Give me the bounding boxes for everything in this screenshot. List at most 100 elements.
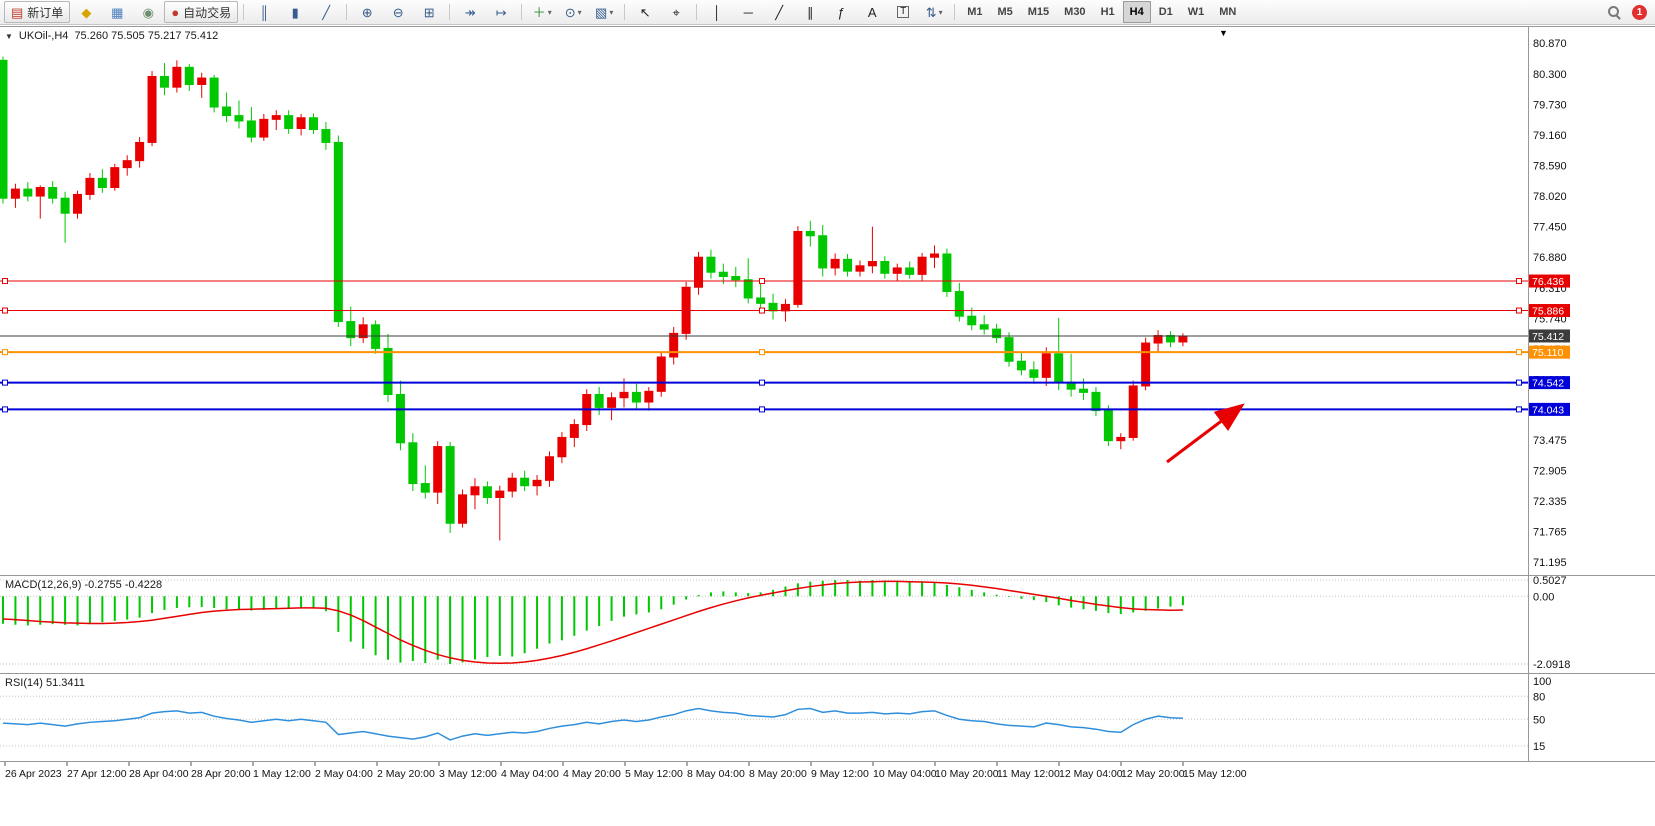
line-handle[interactable] <box>759 278 765 285</box>
horizontal-line-75.886[interactable] <box>0 307 1528 314</box>
crosshair-icon[interactable]: ⌖ <box>661 1 691 23</box>
dropdown-caret-icon[interactable]: ▾ <box>577 7 582 17</box>
zoom-out-icon[interactable]: ⊖ <box>383 1 413 23</box>
fibonacci-icon[interactable]: ƒ <box>826 1 856 23</box>
svg-text:74.542: 74.542 <box>1532 378 1564 390</box>
horizontal-line-74.542[interactable] <box>0 379 1528 386</box>
autotrading-glyph: ● <box>171 4 180 20</box>
main-chart-panel[interactable]: 80.870 80.300 79.730 79.160 78.590 78.020 77.4… <box>0 26 1655 575</box>
arrows-icon-glyph: ⇅ <box>925 4 937 20</box>
candlestick-chart-icon[interactable]: ▮ <box>280 1 310 23</box>
channel-icon[interactable]: ∥ <box>795 1 825 23</box>
vertical-line-icon[interactable]: │ <box>702 1 732 23</box>
search-icon[interactable] <box>1608 5 1622 20</box>
line-handle[interactable] <box>2 406 8 413</box>
svg-text:9 May 12:00: 9 May 12:00 <box>811 768 869 780</box>
trend-arrow[interactable] <box>1166 403 1245 464</box>
rsi-axis-labels[interactable]: 100 80 50 15 <box>1533 676 1551 753</box>
candlestick-series <box>0 56 1188 541</box>
line-handle[interactable] <box>2 278 8 285</box>
svg-text:8 May 04:00: 8 May 04:00 <box>687 768 745 780</box>
line-handle[interactable] <box>759 307 765 314</box>
channel-icon-glyph: ∥ <box>806 4 814 20</box>
profiles-icon[interactable]: ▦ <box>102 1 132 23</box>
market-watch-icon-glyph: ◉ <box>142 4 154 20</box>
line-handle[interactable] <box>2 307 8 314</box>
line-handle[interactable] <box>1516 379 1522 386</box>
cursor-icon[interactable]: ↖ <box>630 1 660 23</box>
toolbar-separator <box>449 4 451 20</box>
timeframe-button-D1[interactable]: D1 <box>1158 6 1173 18</box>
line-handle[interactable] <box>759 406 765 413</box>
toolbar-right: 1 <box>1608 0 1647 25</box>
ohlc-values: 75.260 75.505 75.217 75.412 <box>74 30 219 42</box>
dropdown-caret-icon[interactable]: ▾ <box>938 7 943 17</box>
timeframe-button-MN[interactable]: MN <box>1219 6 1237 18</box>
bar-chart-icon[interactable]: ║ <box>249 1 279 23</box>
horizontal-line-74.043[interactable] <box>0 406 1528 413</box>
notification-badge[interactable]: 1 <box>1632 5 1647 20</box>
candlestick-chart[interactable]: 80.870 80.300 79.730 79.160 78.590 78.020 77.4… <box>0 27 1655 576</box>
line-chart-icon-glyph: ╱ <box>322 4 331 20</box>
new-order-button[interactable]: ▤ 新订单 <box>4 1 71 23</box>
timeframe-button-M5[interactable]: M5 <box>997 6 1013 18</box>
timeframe-button-H1[interactable]: H1 <box>1100 6 1115 18</box>
line-handle[interactable] <box>2 349 8 356</box>
timeframe-button-H4[interactable]: H4 <box>1122 1 1151 23</box>
auto-scroll-icon[interactable]: ↠ <box>455 1 485 23</box>
line-handle[interactable] <box>759 349 765 356</box>
line-handle[interactable] <box>1516 349 1522 356</box>
timeframe-button-W1[interactable]: W1 <box>1187 6 1205 18</box>
chart-window-icon[interactable]: ◆ <box>71 1 101 23</box>
cursor-icon-glyph: ↖ <box>639 4 651 20</box>
macd-chart[interactable]: 0.5027 0.00 -2.0918 <box>0 576 1655 674</box>
arrows-icon[interactable]: ⇅ ▾ <box>919 1 949 23</box>
macd-axis-labels[interactable]: 0.5027 0.00 -2.0918 <box>1533 576 1570 671</box>
tile-windows-icon-glyph: ⊞ <box>423 4 435 20</box>
chart-menu-triangle-icon[interactable]: ▼ <box>5 31 13 41</box>
horizontal-line-76.436[interactable] <box>0 278 1528 285</box>
add-indicator-button[interactable]: ＋ ▾ <box>527 1 557 23</box>
chart-shift-marker-icon[interactable]: ▼ <box>1219 28 1228 38</box>
text-icon-glyph: A <box>867 4 877 20</box>
tile-windows-icon[interactable]: ⊞ <box>414 1 444 23</box>
line-handle[interactable] <box>759 379 765 386</box>
line-chart-icon[interactable]: ╱ <box>311 1 341 23</box>
macd-header-label: MACD(12,26,9) -0.2755 -0.4228 <box>5 579 163 591</box>
line-handle[interactable] <box>1516 406 1522 413</box>
time-axis-labels[interactable]: 26 Apr 2023 27 Apr 12:00 28 Apr 04:00 28 Ap… <box>4 762 1247 780</box>
rsi-panel[interactable]: 100 80 50 15 RSI(14) 51.3411 <box>0 673 1655 761</box>
text-label-icon[interactable]: T <box>888 1 918 23</box>
chart-shift-icon[interactable]: ↦ <box>486 1 516 23</box>
periods-button[interactable]: ⊙ ▾ <box>558 1 588 23</box>
dropdown-caret-icon[interactable]: ▾ <box>609 7 614 17</box>
macd-panel[interactable]: 0.5027 0.00 -2.0918 MACD(12,26,9) -0.2755 … <box>0 575 1655 673</box>
time-axis[interactable]: 26 Apr 2023 27 Apr 12:00 28 Apr 04:00 28 Ap… <box>0 761 1655 807</box>
rsi-chart[interactable]: 100 80 50 15 <box>0 674 1655 762</box>
crosshair-icon-glyph: ⌖ <box>672 4 680 20</box>
templates-button[interactable]: ▧ ▾ <box>589 1 619 23</box>
timeframe-button-M15[interactable]: M15 <box>1027 6 1050 18</box>
text-icon[interactable]: A <box>857 1 887 23</box>
line-handle[interactable] <box>2 379 8 386</box>
timeframe-button-M30[interactable]: M30 <box>1064 6 1086 18</box>
chart-title: ▼ UKOil-,H4 75.260 75.505 75.217 75.412 <box>5 30 218 42</box>
price-axis-labels[interactable]: 80.870 80.300 79.730 79.160 78.590 78.020 77.4… <box>1533 38 1567 569</box>
line-handle[interactable] <box>1516 307 1522 314</box>
svg-text:26 Apr 2023: 26 Apr 2023 <box>5 768 62 780</box>
market-watch-icon[interactable]: ◉ <box>133 1 163 23</box>
line-handle[interactable] <box>1516 278 1522 285</box>
toolbar-separator <box>521 4 523 20</box>
horizontal-line-icon[interactable]: ─ <box>733 1 763 23</box>
autotrading-button[interactable]: ● 自动交易 <box>164 1 239 23</box>
svg-text:5 May 12:00: 5 May 12:00 <box>625 768 683 780</box>
dropdown-caret-icon[interactable]: ▾ <box>547 7 552 17</box>
svg-text:80.870: 80.870 <box>1533 38 1567 50</box>
zoom-in-icon[interactable]: ⊕ <box>352 1 382 23</box>
horizontal-line-75.110[interactable] <box>0 349 1528 356</box>
trendline-icon[interactable]: ╱ <box>764 1 794 23</box>
timeframe-button-M1[interactable]: M1 <box>967 6 983 18</box>
svg-text:100: 100 <box>1533 676 1551 688</box>
toolbar: ▤ 新订单 ◆ ▦ ◉ ● 自动交易 ║ ▮ ╱ ⊕ ⊖ ⊞ ↠ ↦ ＋ ▾ ⊙ ▾ ▧ ▾ ↖ ⌖ │ ─ ╱ ∥ ƒ A T ⇅ ▾ M1 M… <box>0 0 1655 25</box>
toolbar-separator <box>696 4 698 20</box>
